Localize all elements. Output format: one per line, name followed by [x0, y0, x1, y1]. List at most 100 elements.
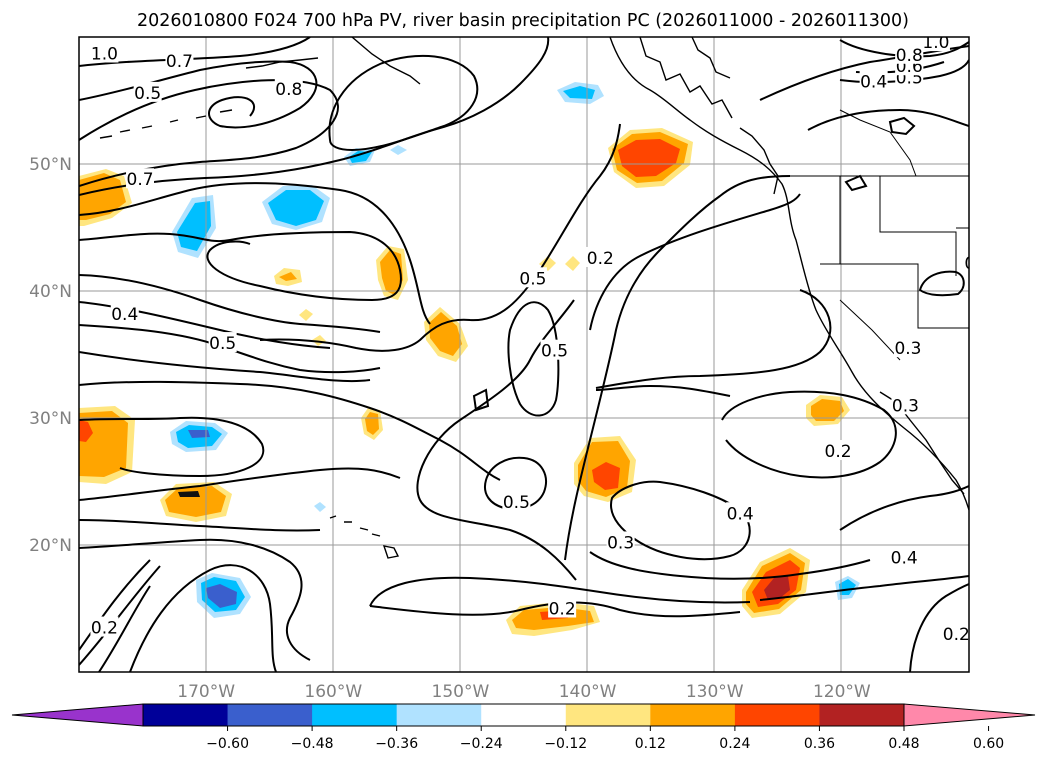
pv-contour — [369, 576, 751, 607]
x-tick-label: 120°W — [813, 682, 871, 702]
colorbar-extend-low — [11, 703, 144, 727]
pv-contour — [79, 37, 550, 196]
pv-contour — [564, 175, 791, 561]
contour-label-bg — [0, 534, 3, 554]
contour-label-bg — [208, 332, 237, 353]
map-panel: 1.00.70.50.80.70.60.40.50.40.20.30.50.40… — [0, 33, 970, 672]
colorbar-tick-label: 0.12 — [635, 736, 666, 752]
x-tick-label: 160°W — [304, 682, 362, 702]
contour-label: 0.5 — [209, 334, 236, 354]
colorbar-segment — [819, 704, 905, 726]
contour-label-bg — [942, 622, 969, 643]
pv-contour — [472, 388, 490, 412]
y-tick-label: 50°N — [29, 155, 72, 175]
contour-label: 0.4 — [727, 504, 754, 524]
contour-label: 0.5 — [503, 493, 530, 513]
contour-label-bg — [540, 339, 569, 360]
pv-contour — [98, 585, 151, 672]
contour-label: 0.2 — [91, 619, 118, 639]
contour-label-bg — [31, 444, 59, 464]
positive-region — [299, 309, 313, 321]
pv-contour — [79, 559, 151, 651]
contour-label: 0.5 — [134, 84, 161, 104]
pv-contour — [839, 485, 969, 531]
contour-label-bg — [90, 42, 119, 63]
colorbar: −0.60 −0.48 −0.36 −0.24 −0.12 0.12 0.24 0.36 0.4… — [11, 703, 1036, 752]
contour-label: 0.8 — [275, 80, 302, 100]
pv-contour — [610, 480, 751, 561]
pv-contour — [589, 551, 871, 580]
contour-label-bg — [90, 616, 119, 637]
x-tick-label: 150°W — [432, 682, 490, 702]
contour-labels: 1.00.70.50.80.70.60.40.50.40.20.30.50.40… — [0, 33, 970, 645]
contour-label: 0.5 — [519, 269, 546, 289]
negative-region — [314, 502, 326, 512]
colorbar-segment — [312, 704, 398, 726]
pv-contour — [507, 301, 560, 417]
pv-contour — [79, 519, 321, 532]
x-tick-label: 140°W — [559, 682, 617, 702]
pv-contour — [79, 416, 265, 478]
pv-contour — [595, 289, 832, 389]
coastlines — [99, 37, 969, 559]
contour-label: 0.4 — [891, 549, 918, 569]
pv-contour — [79, 274, 381, 333]
contour-label-bg — [586, 246, 615, 267]
pv-contour — [328, 54, 479, 152]
pv-contour — [259, 123, 621, 352]
pv-contour — [79, 380, 501, 481]
hawaii — [329, 515, 400, 559]
chart-title: 2026010800 F024 700 hPa PV, river basin … — [137, 11, 909, 31]
contour-label: 0.8 — [896, 46, 923, 66]
positive-region — [565, 256, 580, 271]
pv-contours — [79, 37, 969, 672]
map-frame — [78, 36, 970, 673]
colorbar-tick-label: −0.12 — [544, 736, 587, 752]
pv-contour — [721, 390, 897, 479]
contour-label: 0.3 — [894, 339, 921, 359]
x-tick-label: 170°W — [177, 682, 235, 702]
pv-contour — [79, 324, 381, 374]
contour-label: 0.5 — [541, 342, 568, 362]
y-tick-labels: 20°N 30°N 40°N 50°N — [29, 155, 72, 556]
colorbar-extend-high — [903, 703, 1036, 727]
coastline — [739, 127, 779, 195]
pv-contour — [416, 299, 577, 581]
contour-label: 0.2 — [943, 625, 970, 645]
contour-label-bg — [126, 168, 155, 189]
contour-label-bg — [921, 37, 950, 52]
contour-label: 0.3 — [0, 536, 2, 556]
pv-contour — [79, 182, 431, 325]
negative-region — [262, 185, 330, 230]
contour-label-bg — [165, 50, 194, 71]
coastline — [691, 37, 731, 79]
negative-region — [390, 145, 407, 155]
colorbar-tick-label: −0.60 — [206, 736, 249, 752]
pv-contour — [79, 467, 401, 501]
positive-region — [160, 482, 232, 522]
contour-label: 1.0 — [922, 33, 949, 53]
x-tick-label: 130°W — [686, 682, 744, 702]
contour-label: 1.0 — [91, 45, 118, 65]
positive-region — [279, 272, 297, 281]
contour-label-bg — [502, 490, 531, 511]
coastline — [639, 37, 733, 119]
contour-label-bg — [548, 597, 577, 618]
colorbar-tick-label: 0.60 — [973, 736, 1004, 752]
y-tick-label: 30°N — [29, 409, 72, 429]
border — [839, 299, 901, 361]
positive-region — [608, 128, 693, 188]
pv-contour — [844, 174, 868, 192]
pv-contour — [79, 351, 371, 383]
pv-contour — [839, 39, 969, 58]
contour-label: 0.4 — [36, 352, 63, 372]
ocean-background — [79, 37, 969, 672]
contour-label: 0.2 — [31, 446, 58, 466]
contour-label-bg — [518, 267, 547, 288]
x-tick-labels: 170°W 160°W 150°W 140°W 130°W 120°W — [177, 682, 871, 702]
contour-label-bg — [14, 210, 42, 230]
negative-region — [196, 573, 251, 618]
contour-label-bg — [890, 546, 919, 567]
coastline — [351, 37, 421, 85]
